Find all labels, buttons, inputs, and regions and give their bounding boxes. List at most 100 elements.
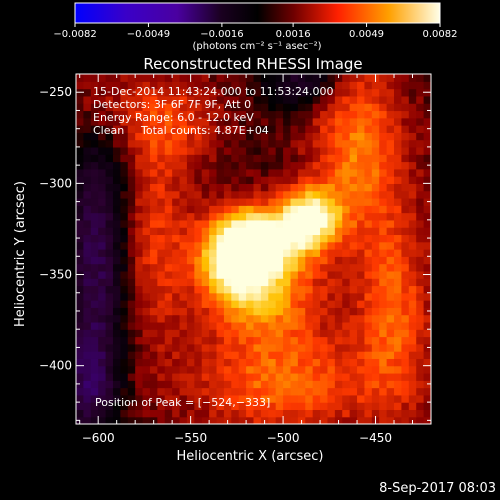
heatmap-cell [172,336,181,345]
heatmap-cell [149,314,158,323]
heatmap-cell [223,197,232,206]
colorbar-tick-label: 0.0082 [423,29,458,40]
heatmap-cell [127,197,136,206]
heatmap-cell [142,343,151,352]
heatmap-cell [194,270,203,279]
heatmap-cell [164,336,173,345]
heatmap-cell [90,117,99,126]
heatmap-cell [305,256,314,265]
heatmap-cell [83,365,92,374]
heatmap-cell [76,358,84,367]
heatmap-cell [186,219,195,228]
heatmap-cell [98,300,107,308]
heatmap-cell [379,74,388,82]
heatmap-cell [223,234,232,243]
heatmap-cell [275,241,284,250]
heatmap-cell [172,132,181,141]
heatmap-cell [416,197,425,206]
heatmap-cell [312,387,321,396]
heatmap-cell [98,292,107,301]
heatmap-cell [194,256,203,265]
heatmap-cell [142,212,151,221]
heatmap-cell [83,219,92,228]
heatmap-cell [127,81,136,90]
heatmap-cell [327,351,336,359]
heatmap-cell [275,117,284,126]
heatmap-cell [268,154,277,163]
heatmap-cell [334,278,343,287]
heatmap-cell [283,372,292,381]
heatmap-cell [394,212,403,221]
heatmap-cell [320,190,329,199]
heatmap-cell [297,81,306,90]
heatmap-cell [283,402,292,411]
heatmap-cell [290,343,299,352]
heatmap-cell [320,168,329,177]
heatmap-cell [231,205,240,214]
heatmap-cell [83,190,92,199]
heatmap-cell [253,329,262,338]
heatmap-cell [349,125,358,133]
heatmap-cell [149,125,158,133]
heatmap-cell [142,183,151,192]
heatmap-cell [179,125,188,133]
heatmap-cell [194,125,203,133]
heatmap-cell [83,372,92,381]
heatmap-cell [194,336,203,345]
heatmap-cell [142,387,151,396]
heatmap-cell [194,241,203,250]
heatmap-cell [283,212,292,221]
heatmap-cell [157,154,166,163]
heatmap-cell [209,321,218,330]
heatmap-cell [179,219,188,228]
heatmap-cell [342,263,351,272]
heatmap-cell [120,146,129,155]
heatmap-cell [238,95,247,104]
heatmap-cell [416,387,425,396]
heatmap-cell [120,74,129,82]
heatmap-cell [275,394,284,403]
heatmap-cell [260,372,269,381]
heatmap-cell [394,234,403,243]
heatmap-cell [127,300,136,308]
heatmap-cell [231,372,240,381]
heatmap-cell [201,161,210,170]
heatmap-cell [416,103,425,112]
heatmap-cell [157,409,166,418]
heatmap-cell [283,103,292,112]
heatmap-cell [327,146,336,155]
heatmap-cell [157,358,166,367]
heatmap-cell [179,380,188,389]
colorbar-units: (photons cm⁻² s⁻¹ asec⁻²) [192,41,321,52]
heatmap-cell [327,409,336,418]
heatmap-cell [312,409,321,418]
heatmap-cell [223,365,232,374]
heatmap-cell [342,249,351,257]
heatmap-cell [379,321,388,330]
heatmap-cell [379,416,388,424]
heatmap-cell [408,394,417,403]
heatmap-cell [297,292,306,301]
heatmap-cell [327,190,336,199]
heatmap-cell [164,190,173,199]
heatmap-cell [112,256,121,265]
heatmap-cell [164,329,173,338]
heatmap-cell [135,227,144,236]
heatmap-cell [83,300,92,308]
y-tick-label: −300 [39,176,72,190]
heatmap-cell [275,307,284,316]
heatmap-cell [90,110,99,119]
heatmap-cell [342,227,351,236]
heatmap-cell [357,139,366,148]
heatmap-cell [216,146,225,155]
heatmap-cell [201,300,210,308]
heatmap-cell [76,219,84,228]
heatmap-cell [297,117,306,126]
heatmap-cell [179,110,188,119]
heatmap-cell [371,409,380,418]
y-tick-label: −350 [39,268,72,282]
heatmap-cell [342,219,351,228]
heatmap-cell [416,321,425,330]
heatmap-cell [112,241,121,250]
heatmap-cell [157,205,166,214]
